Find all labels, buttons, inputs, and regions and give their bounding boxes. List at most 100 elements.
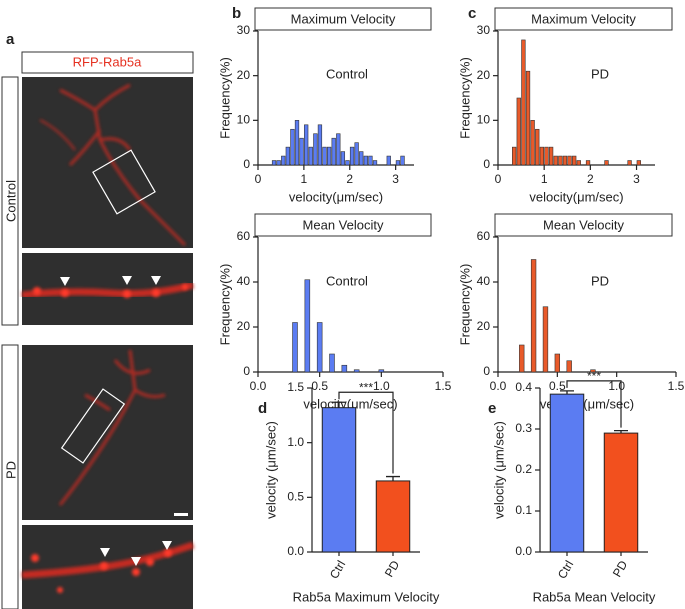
image-title-box bbox=[21, 51, 194, 74]
bar bbox=[321, 407, 357, 553]
histogram-bar bbox=[539, 146, 545, 166]
y-axis-label: velocity (μm/sec) bbox=[263, 421, 278, 519]
histogram-bar bbox=[349, 146, 355, 166]
histogram-bar bbox=[313, 133, 318, 166]
chart-title: Maximum Velocity bbox=[291, 11, 396, 26]
histogram-bar bbox=[336, 133, 341, 166]
y-axis-label: Frequency(%) bbox=[457, 264, 472, 346]
title-box bbox=[254, 7, 432, 31]
x-tick-label: 1 bbox=[301, 172, 308, 186]
y-tick-label: 0.1 bbox=[515, 503, 532, 517]
y-tick-label: 0.2 bbox=[515, 462, 532, 476]
error-bar bbox=[386, 475, 400, 481]
chart-title: Mean Velocity bbox=[543, 217, 624, 232]
histogram-bar bbox=[521, 39, 526, 166]
x-tick-label: 1.0 bbox=[373, 379, 390, 393]
x-tick-label: 1.5 bbox=[435, 379, 452, 393]
histogram-bar bbox=[372, 160, 378, 166]
condition-label: Control bbox=[3, 180, 18, 222]
x-tick-label: 2 bbox=[346, 172, 353, 186]
x-tick-label: 1.5 bbox=[668, 379, 685, 393]
histogram-bar bbox=[353, 369, 360, 373]
y-tick-label: 30 bbox=[237, 23, 251, 37]
y-tick-label: 0 bbox=[243, 364, 250, 378]
micrograph bbox=[21, 77, 195, 609]
histogram-bar bbox=[304, 279, 311, 373]
x-tick-label: 0.5 bbox=[311, 379, 328, 393]
image-title: RFP-Rab5a bbox=[73, 54, 142, 69]
condition-box bbox=[1, 76, 19, 326]
y-tick-label: 0.0 bbox=[515, 544, 532, 558]
title-box bbox=[494, 7, 673, 31]
y-tick-label: 0.3 bbox=[515, 421, 532, 435]
x-axis-label: velocity(μm/sec) bbox=[289, 189, 383, 204]
histogram-bar bbox=[562, 155, 568, 166]
histogram-bar bbox=[359, 151, 364, 166]
error-bar bbox=[614, 429, 628, 434]
histogram-bar bbox=[322, 146, 327, 166]
histogram-bar bbox=[386, 155, 391, 166]
error-bar bbox=[332, 401, 346, 408]
histogram-bar bbox=[294, 120, 300, 166]
histogram-bar bbox=[590, 369, 596, 373]
x-tick-label: 0 bbox=[255, 172, 262, 186]
y-tick-label: 0.4 bbox=[515, 380, 532, 394]
x-tick-label: 1 bbox=[541, 172, 548, 186]
histogram-bar bbox=[525, 70, 531, 166]
significance-bracket bbox=[566, 380, 622, 428]
chart-title: Mean Velocity bbox=[303, 217, 384, 232]
y-tick-label: 30 bbox=[477, 23, 491, 37]
histogram-bar bbox=[572, 155, 577, 166]
y-tick-label: 0 bbox=[483, 364, 490, 378]
histogram-bar bbox=[519, 344, 525, 373]
y-tick-label: 1.5 bbox=[287, 380, 304, 394]
y-tick-label: 40 bbox=[237, 274, 251, 288]
histogram-bar bbox=[271, 160, 277, 166]
histogram-bar bbox=[516, 97, 521, 166]
title-box bbox=[254, 213, 432, 237]
y-tick-label: 0 bbox=[483, 157, 490, 171]
x-axis-label: Rab5a Mean Velocity bbox=[533, 589, 656, 604]
histogram-bar bbox=[542, 306, 549, 373]
histogram-bar bbox=[326, 146, 332, 166]
y-tick-label: 10 bbox=[237, 113, 251, 127]
significance-bracket bbox=[338, 391, 394, 474]
x-tick-label: 0 bbox=[495, 172, 502, 186]
panel-label: b bbox=[232, 5, 241, 22]
title-box bbox=[494, 213, 673, 237]
histogram-bar bbox=[548, 146, 554, 166]
histogram-bar bbox=[354, 142, 359, 166]
panel-label: a bbox=[6, 31, 15, 48]
bar bbox=[549, 393, 585, 553]
y-tick-label: 20 bbox=[477, 319, 491, 333]
y-tick-label: 40 bbox=[477, 274, 491, 288]
x-tick-label: 0.0 bbox=[250, 379, 267, 393]
histogram-bar bbox=[299, 137, 304, 166]
histogram-bar bbox=[627, 160, 632, 166]
error-bar bbox=[560, 390, 574, 395]
y-tick-label: 0 bbox=[243, 157, 250, 171]
x-tick-label: 2 bbox=[587, 172, 594, 186]
histogram-bar bbox=[363, 155, 368, 166]
histogram-bar bbox=[292, 322, 298, 373]
x-axis-label: velocity(μm/sec) bbox=[529, 189, 623, 204]
histogram-bar bbox=[604, 160, 609, 166]
bar bbox=[375, 480, 411, 553]
histogram-bar bbox=[281, 155, 286, 166]
x-tick-label: 0.5 bbox=[549, 379, 566, 393]
x-tick-label: 0.0 bbox=[490, 379, 507, 393]
condition-label: PD bbox=[3, 461, 18, 479]
x-tick-label: PD bbox=[610, 558, 631, 580]
annotation: Control bbox=[326, 273, 368, 288]
y-axis-label: Frequency(%) bbox=[457, 57, 472, 139]
annotation: PD bbox=[591, 66, 609, 81]
x-tick-label: 3 bbox=[392, 172, 399, 186]
y-tick-label: 0.5 bbox=[287, 490, 304, 504]
histogram-bar bbox=[340, 151, 346, 166]
histogram-bar bbox=[304, 124, 309, 166]
y-axis-label: Frequency(%) bbox=[217, 264, 232, 346]
histogram-bar bbox=[530, 120, 535, 166]
histogram-bar bbox=[400, 155, 405, 166]
